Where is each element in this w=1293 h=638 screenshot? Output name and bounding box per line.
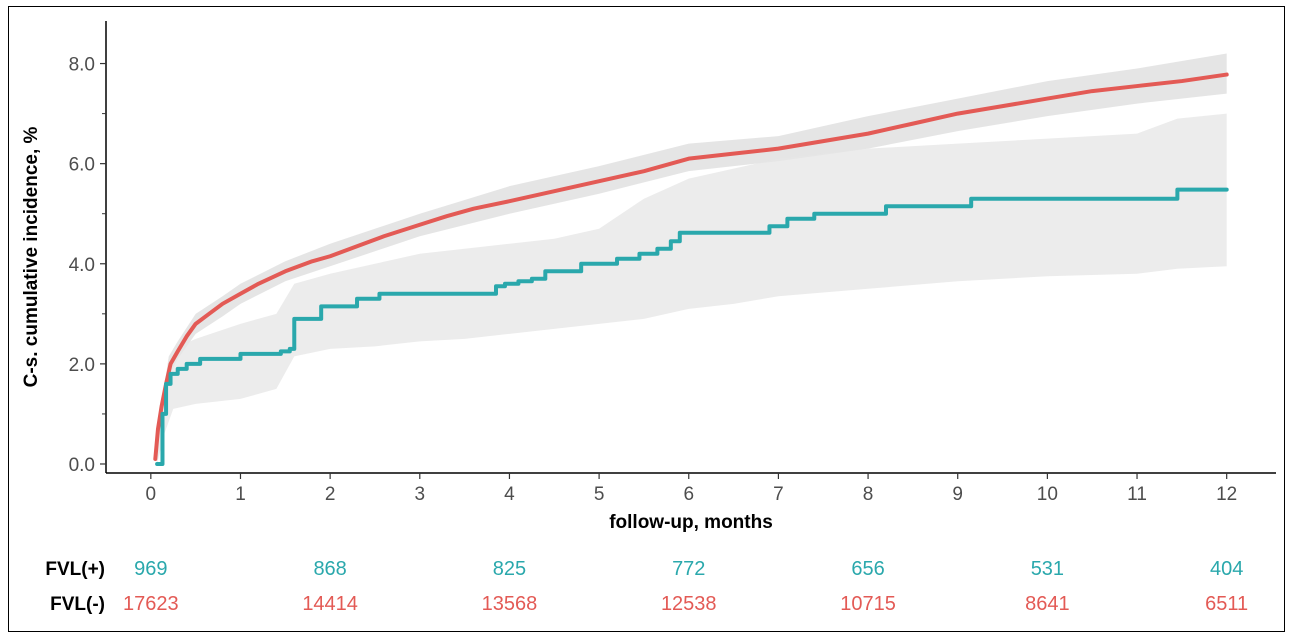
risk-table: FVL(+) 969 868 825 772 656 531 404 FVL(-) 17623 14…	[45, 558, 1248, 615]
ci-band-fvl-positive	[157, 113, 1227, 464]
risk-count: 10715	[840, 593, 896, 615]
risk-count: 17623	[123, 593, 179, 615]
axes	[100, 21, 1276, 479]
x-tick-label: 12	[1216, 484, 1237, 505]
series-line-fvl-negative	[153, 72, 1229, 461]
cumulative-incidence-chart: 0 1 2 3 4 5 6 7 8 9 10 11 120.02.04.06.08.0 follow-u…	[21, 21, 1276, 615]
series-line-fvl-positive	[155, 187, 1229, 466]
risk-count: 868	[313, 558, 346, 580]
x-tick-label: 4	[504, 484, 515, 505]
x-tick-label: 11	[1127, 484, 1147, 505]
risk-count: 404	[1210, 558, 1243, 580]
confidence-bands	[155, 53, 1227, 464]
risk-count: 772	[672, 558, 705, 580]
risk-row-label-fvl-negative: FVL(-)	[50, 594, 105, 615]
x-axis-title: follow-up, months	[609, 512, 773, 533]
ci-band-fvl-negative	[155, 53, 1227, 462]
risk-count: 969	[134, 558, 167, 580]
tick-labels: 0 1 2 3 4 5 6 7 8 9 10 11 120.02.04.06.08.0	[69, 55, 1238, 505]
risk-row-label-fvl-positive: FVL(+)	[45, 559, 105, 580]
x-tick-label: 1	[235, 484, 246, 505]
risk-count: 656	[851, 558, 884, 580]
y-tick-label: 8.0	[69, 55, 95, 76]
incidence-curves	[153, 72, 1229, 466]
risk-count: 14414	[302, 593, 358, 615]
y-tick-label: 6.0	[69, 155, 95, 176]
risk-count: 531	[1031, 558, 1064, 580]
x-tick-label: 9	[952, 484, 963, 505]
risk-count: 825	[493, 558, 526, 580]
x-tick-label: 0	[146, 484, 157, 505]
risk-count: 8641	[1025, 593, 1070, 615]
x-tick-label: 10	[1037, 484, 1058, 505]
x-tick-label: 2	[325, 484, 336, 505]
y-tick-label: 0.0	[69, 455, 95, 476]
y-axis-title: C-s. cumulative incidence, %	[21, 126, 42, 387]
risk-count: 12538	[661, 593, 717, 615]
x-tick-label: 3	[415, 484, 426, 505]
x-tick-label: 6	[683, 484, 694, 505]
figure-frame: 0 1 2 3 4 5 6 7 8 9 10 11 12 0.0 2.0 4.0 6.0 8.0 follow-u…	[8, 6, 1285, 632]
x-tick-label: 7	[773, 484, 784, 505]
y-tick-label: 2.0	[69, 355, 95, 376]
risk-count: 13568	[482, 593, 538, 615]
risk-count: 6511	[1205, 593, 1248, 615]
y-tick-label: 4.0	[69, 255, 95, 276]
x-tick-label: 5	[594, 484, 605, 505]
x-tick-label: 8	[863, 484, 874, 505]
